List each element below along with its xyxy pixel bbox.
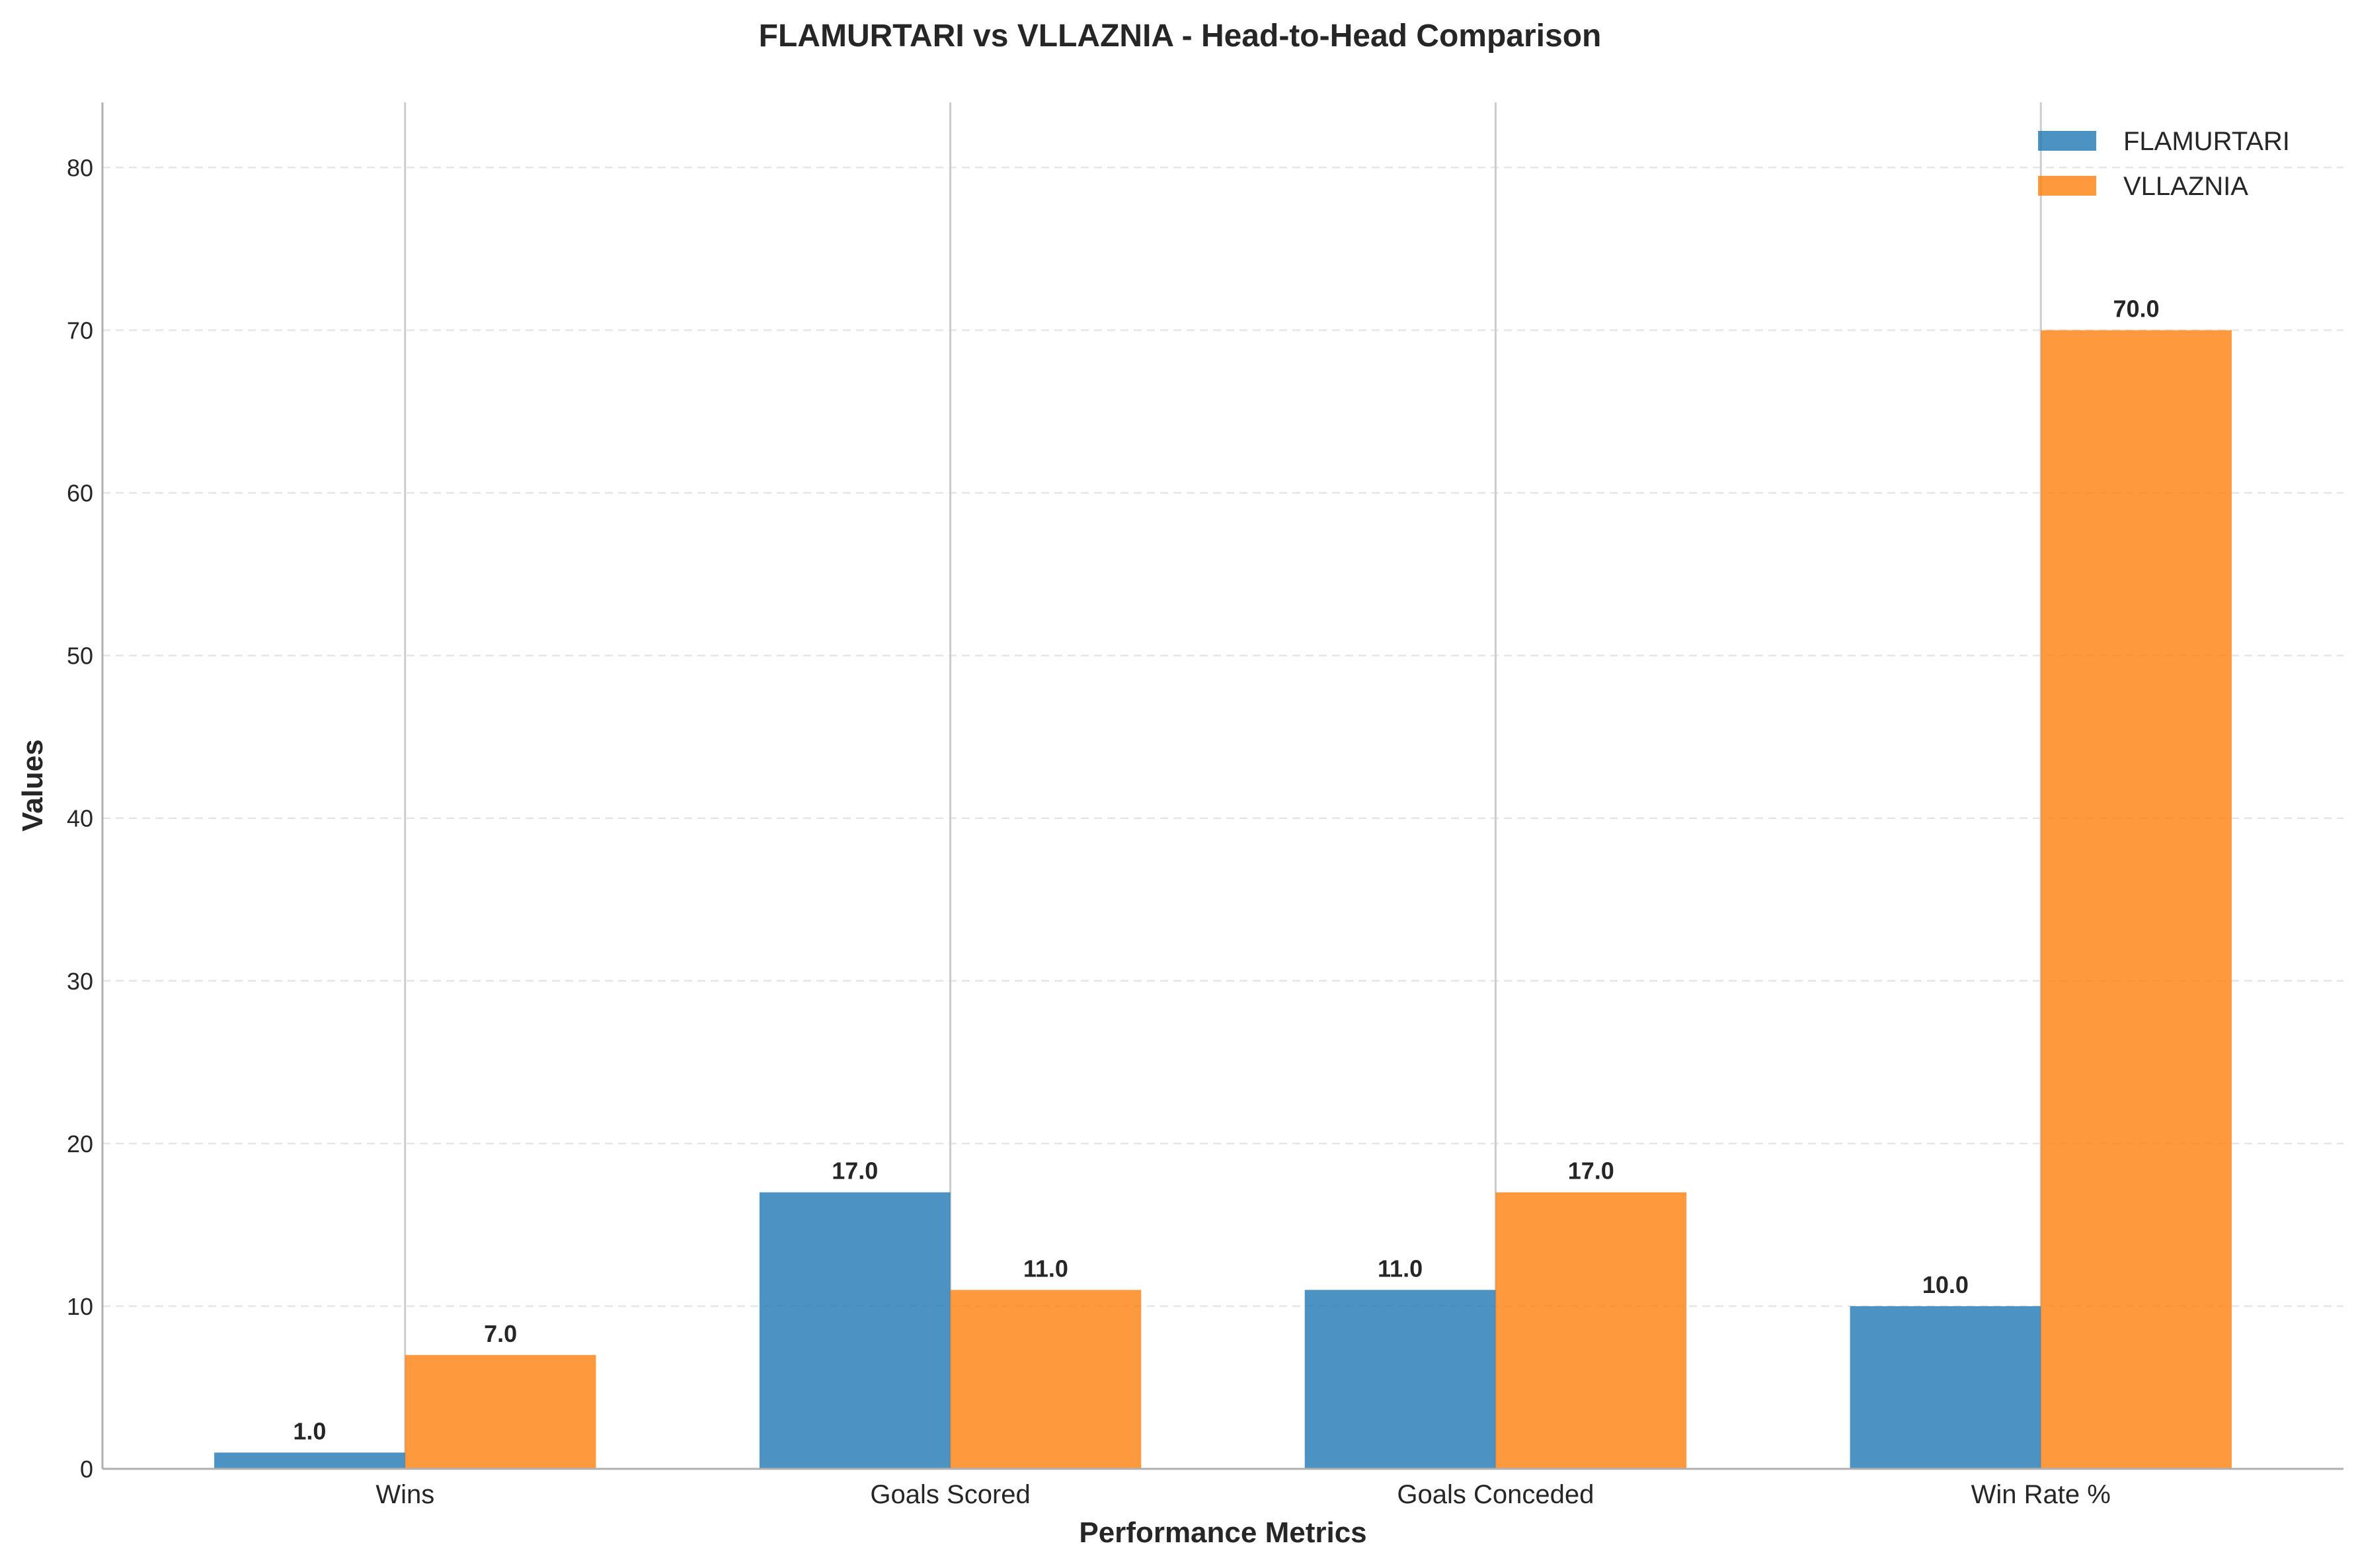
y-tick-labels: 0 10 20 30 40 50 60 70 80 (67, 154, 93, 1483)
y-tick-label: 70 (67, 317, 93, 344)
bar-flamurtari (1850, 1306, 2041, 1469)
y-tick-label: 60 (67, 480, 93, 507)
x-tick-label: Goals Scored (870, 1480, 1030, 1509)
bar-value-labels: 1.0 17.0 11.0 10.0 7.0 11.0 17.0 70.0 (293, 295, 2159, 1445)
bar-value-label: 70.0 (2113, 295, 2160, 323)
y-tick-label: 20 (67, 1130, 93, 1157)
bar-value-label: 11.0 (1023, 1255, 1068, 1282)
bar-value-label: 1.0 (293, 1417, 326, 1444)
y-tick-label: 30 (67, 968, 93, 995)
y-tick-label: 80 (67, 154, 93, 181)
bar-flamurtari (1304, 1290, 1496, 1469)
x-tick-labels: Wins Goals Scored Goals Conceded Win Rate % (375, 1480, 2110, 1509)
y-tick-label: 0 (80, 1456, 93, 1483)
y-axis-label: Values (17, 739, 49, 831)
bar-value-label: 17.0 (1568, 1157, 1614, 1185)
legend: FLAMURTARI VLLAZNIA (2038, 127, 2290, 201)
y-tick-label: 40 (67, 805, 93, 832)
x-tick-label: Win Rate % (1971, 1480, 2111, 1509)
chart-title: FLAMURTARI vs VLLAZNIA - Head-to-Head Co… (759, 19, 1602, 54)
legend-swatch (2038, 131, 2096, 151)
y-tick-label: 10 (67, 1293, 93, 1320)
bar-flamurtari (214, 1452, 405, 1469)
legend-label: FLAMURTARI (2123, 127, 2290, 156)
bar-flamurtari (759, 1192, 951, 1469)
x-tick-label: Wins (375, 1480, 434, 1509)
bar-vllaznia (950, 1290, 1142, 1469)
bar-value-label: 10.0 (1922, 1271, 1969, 1298)
bar-vllaznia (405, 1354, 596, 1469)
x-axis-label: Performance Metrics (1079, 1516, 1366, 1549)
bar-value-label: 17.0 (832, 1157, 878, 1185)
grid-layer (102, 167, 2343, 1308)
bar-value-label: 11.0 (1378, 1255, 1423, 1282)
bar-vllaznia (1495, 1192, 1687, 1469)
legend-swatch (2038, 176, 2096, 196)
legend-label: VLLAZNIA (2123, 172, 2248, 201)
x-tick-label: Goals Conceded (1397, 1480, 1594, 1509)
bar-value-label: 7.0 (484, 1320, 517, 1347)
y-tick-label: 50 (67, 643, 93, 670)
bar-vllaznia (2041, 330, 2232, 1469)
bars (214, 330, 2232, 1469)
